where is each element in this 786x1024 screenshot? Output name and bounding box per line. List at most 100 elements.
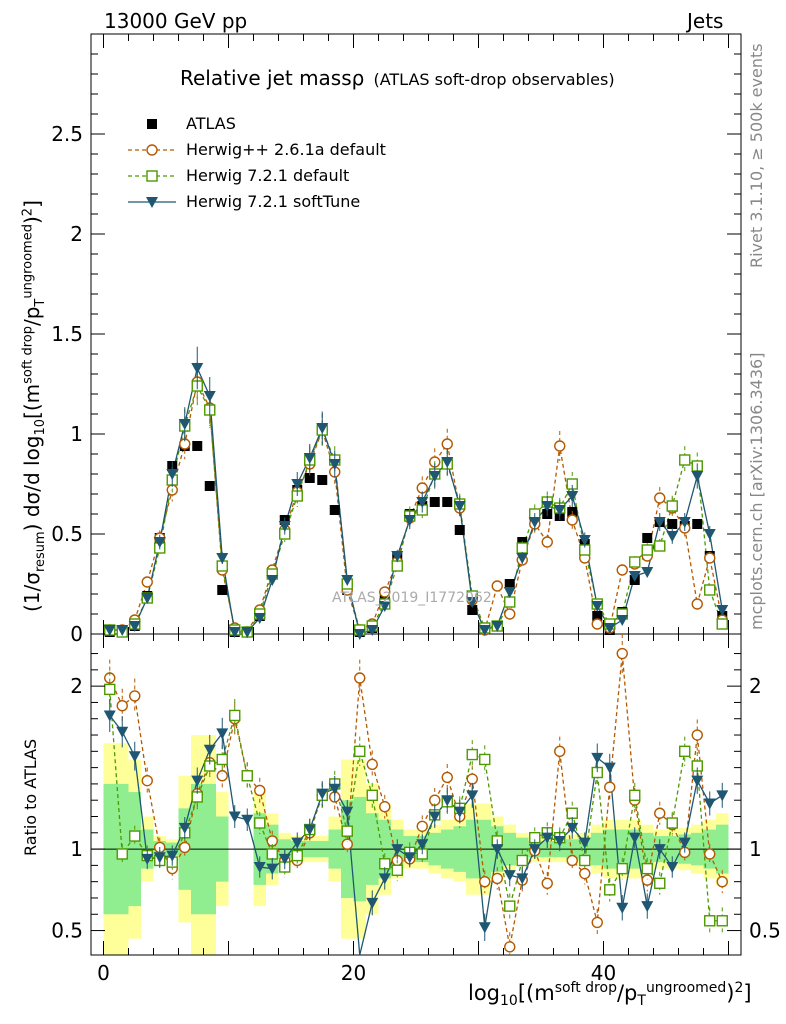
ratio-point-softtune (553, 835, 566, 847)
main-point-softtune (466, 597, 479, 608)
ratio-point-softtune (428, 811, 441, 823)
ratio-point-herwigpp (704, 848, 716, 860)
ratio-point-softtune (466, 790, 479, 802)
main-ytick-label: 1 (70, 422, 83, 446)
main-point-softtune (491, 621, 504, 632)
ratio-point-herwigpp (604, 781, 616, 793)
main-ytick-label: 0.5 (51, 522, 83, 546)
main-point-softtune (191, 363, 204, 374)
ratio-point-herwigpp (479, 875, 491, 888)
ratio-ytick-label: 0.5 (51, 919, 83, 943)
chart-title-main: Relative jet massρ (180, 66, 365, 90)
ratio-point-softtune (691, 775, 704, 787)
ratio-point-softtune (591, 752, 604, 764)
main-point-herwig72 (666, 500, 678, 512)
ratio-point-herwig72 (654, 877, 666, 890)
ratio-point-herwigpp (354, 672, 366, 684)
legend-label-atlas: ATLAS (186, 114, 236, 133)
ratio-point-softtune (228, 811, 241, 823)
ratio-point-herwig72 (516, 854, 528, 867)
ratio-ytick-label: 1 (70, 837, 83, 861)
ratio-point-herwigpp (641, 874, 653, 886)
y-axis-label-ratio: Ratio to ATLAS (21, 738, 40, 856)
mcplots-label: mcplots.cern.ch [arXiv:1306.3436] (747, 352, 766, 630)
ratio-point-herwigpp (541, 877, 553, 890)
ratio-point-herwigpp (216, 770, 228, 782)
main-point-herwig72 (504, 596, 516, 608)
main-point-herwigpp (616, 564, 628, 576)
main-point-herwigpp (141, 576, 153, 588)
main-point-herwig72 (716, 618, 728, 630)
ratio-point-softtune (578, 837, 591, 849)
ratio-point-softtune (403, 852, 416, 864)
ratio-point-softtune (141, 853, 154, 865)
main-point-herwig72 (516, 542, 528, 554)
legend-label-softtune: Herwig 7.2.1 softTune (186, 192, 361, 211)
main-point-softtune (566, 491, 579, 502)
main-point-herwigpp (704, 552, 716, 564)
main-point-softtune (416, 497, 429, 508)
xtick-label: 0 (97, 961, 110, 985)
main-point-herwigpp (441, 438, 453, 450)
main-point-atlas (217, 585, 228, 595)
main-ytick-label: 1.5 (51, 322, 83, 346)
ratio-point-herwigpp (416, 820, 428, 832)
analysis-watermark: ATLAS_2019_I1772062 (332, 590, 492, 606)
main-point-atlas (329, 505, 340, 515)
main-point-herwig72 (629, 556, 641, 568)
ratio-line-herwigpp (109, 653, 723, 947)
ratio-point-herwig72 (266, 848, 278, 860)
ratio-point-herwigpp (116, 699, 128, 712)
main-point-softtune (716, 605, 729, 616)
main-point-herwigpp (379, 586, 391, 598)
ratio-ytick-label: 2 (70, 674, 83, 698)
ratio-point-softtune (153, 852, 166, 864)
ratio-point-herwigpp (366, 758, 378, 771)
header-right: Jets (687, 9, 724, 33)
ratio-point-softtune (391, 844, 404, 856)
series-layer (103, 346, 729, 956)
main-point-atlas (454, 525, 465, 535)
ratio-point-herwigpp (554, 745, 566, 758)
main-point-softtune (228, 627, 241, 638)
ratio-point-herwigpp (441, 771, 453, 784)
ratio-point-softtune (203, 744, 216, 756)
ratio-point-herwig72 (666, 817, 678, 829)
main-point-herwigpp (554, 440, 566, 452)
main-point-softtune (378, 601, 391, 612)
main-point-herwig72 (391, 560, 403, 572)
ratio-point-herwig72 (366, 789, 378, 802)
main-point-softtune (328, 459, 341, 470)
main-point-softtune (166, 469, 179, 480)
legend-markers (128, 119, 176, 208)
main-point-softtune (516, 553, 529, 564)
main-point-softtune (453, 501, 466, 512)
main-point-softtune (316, 423, 329, 434)
ratio-point-softtune (216, 728, 229, 740)
ratio-point-herwig72 (216, 753, 228, 766)
ratio-point-softtune (528, 844, 541, 856)
ratio-point-herwigpp (716, 875, 728, 888)
main-point-softtune (691, 471, 704, 482)
ratio-point-herwigpp (566, 854, 578, 867)
ratio-plot-frame (90, 633, 742, 956)
ratio-point-softtune (478, 922, 491, 934)
main-point-softtune (128, 621, 141, 632)
ratio-point-herwigpp (616, 647, 628, 660)
main-point-softtune (341, 575, 354, 586)
ratio-point-softtune (103, 710, 116, 722)
main-point-herwigpp (566, 514, 578, 526)
main-point-softtune (216, 553, 229, 564)
main-point-softtune (203, 391, 216, 402)
main-point-atlas (592, 611, 603, 621)
main-point-atlas (442, 497, 453, 507)
ratio-point-softtune (678, 837, 691, 849)
main-point-atlas (692, 519, 703, 529)
ratio-point-softtune (266, 863, 279, 875)
ratio-point-herwigpp (179, 841, 191, 854)
main-point-softtune (266, 575, 279, 586)
legend-marker-herwig72 (146, 170, 158, 182)
ratio-point-herwigpp (141, 774, 153, 787)
chart-subtitle: (ATLAS soft-drop observables) (373, 70, 615, 89)
